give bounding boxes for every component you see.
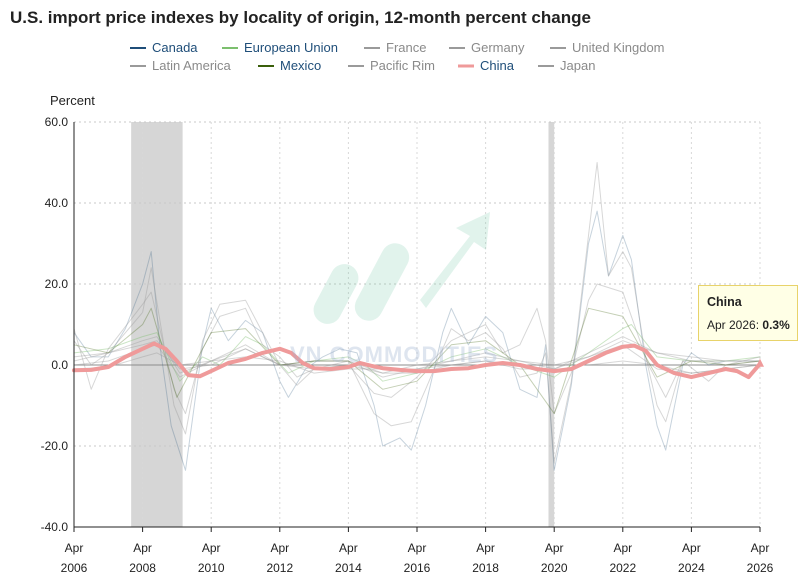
series-line-france[interactable] <box>73 336 761 378</box>
x-tick-month: Apr <box>476 541 495 555</box>
watermark-bar-1 <box>313 264 359 324</box>
x-tick-year: 2012 <box>266 561 293 575</box>
y-tick-label: 60.0 <box>45 115 69 129</box>
x-tick-year: 2022 <box>609 561 636 575</box>
y-tick-label: -40.0 <box>41 520 69 534</box>
recession-shading <box>131 122 555 527</box>
x-tick-month: Apr <box>545 541 564 555</box>
y-tick-label: 40.0 <box>45 196 69 210</box>
x-tick-year: 2020 <box>541 561 568 575</box>
x-tick-year: 2014 <box>335 561 362 575</box>
x-tick-month: Apr <box>613 541 632 555</box>
series-line-united-kingdom[interactable] <box>73 283 761 415</box>
x-tick-month: Apr <box>270 541 289 555</box>
series-line-latin-america[interactable] <box>73 162 761 463</box>
legend-label-france[interactable]: France <box>386 40 426 55</box>
tooltip-label: Apr 2026: <box>707 318 760 332</box>
watermark-text: VN COMMODITIES <box>290 342 499 367</box>
legend-label-canada[interactable]: Canada <box>152 40 198 55</box>
y-tick-label: -20.0 <box>41 439 69 453</box>
axes: 60.0 40.0 20.0 0.0 -20.0 -40.0 Apr 2006 Apr 2008 A… <box>41 115 774 575</box>
tooltip-marker <box>756 358 764 367</box>
x-tick-month: Apr <box>408 541 427 555</box>
legend-label-mexico[interactable]: Mexico <box>280 58 321 73</box>
legend-label-pacific-rim[interactable]: Pacific Rim <box>370 58 435 73</box>
recession-band-1 <box>548 122 555 527</box>
x-tick-month: Apr <box>682 541 701 555</box>
x-tick-year: 2008 <box>129 561 156 575</box>
chart-title: U.S. import price indexes by locality of… <box>10 8 591 27</box>
x-tick-year: 2016 <box>404 561 431 575</box>
series-line-china[interactable] <box>72 341 762 380</box>
x-tick-year: 2024 <box>678 561 705 575</box>
x-tick-month: Apr <box>751 541 770 555</box>
y-axis-label: Percent <box>50 93 95 108</box>
legend-label-united-kingdom[interactable]: United Kingdom <box>572 40 665 55</box>
x-tick-month: Apr <box>202 541 221 555</box>
tooltip-value: 0.3% <box>762 318 790 332</box>
y-tick-label: 20.0 <box>45 277 69 291</box>
legend-label-european-union[interactable]: European Union <box>244 40 338 55</box>
tooltip: China Apr 2026: 0.3% <box>698 285 798 341</box>
watermark-logo <box>313 212 490 324</box>
series-line-canada[interactable] <box>73 210 761 471</box>
x-tick-month: Apr <box>65 541 84 555</box>
legend-label-germany[interactable]: Germany <box>471 40 525 55</box>
series-line-european-union[interactable] <box>73 324 761 382</box>
x-tick-year: 2010 <box>198 561 225 575</box>
watermark-arrow-icon <box>420 212 490 308</box>
x-tick-year: 2026 <box>747 561 774 575</box>
legend: Canada European Union France Germany United … <box>130 40 665 73</box>
tooltip-line: Apr 2026: 0.3% <box>707 318 790 332</box>
legend-label-latin-america[interactable]: Latin America <box>152 58 232 73</box>
x-tick-year: 2006 <box>61 561 88 575</box>
legend-label-japan[interactable]: Japan <box>560 58 595 73</box>
watermark-bar-2 <box>354 243 410 321</box>
legend-label-china[interactable]: China <box>480 58 515 73</box>
x-tick-year: 2018 <box>472 561 499 575</box>
tooltip-series: China <box>707 295 742 309</box>
series-lines <box>72 162 764 471</box>
x-tick-month: Apr <box>339 541 358 555</box>
series-line-pacific-rim[interactable] <box>73 344 761 378</box>
x-tick-month: Apr <box>133 541 152 555</box>
recession-band-0 <box>131 122 183 527</box>
y-tick-label: 0.0 <box>51 358 68 372</box>
